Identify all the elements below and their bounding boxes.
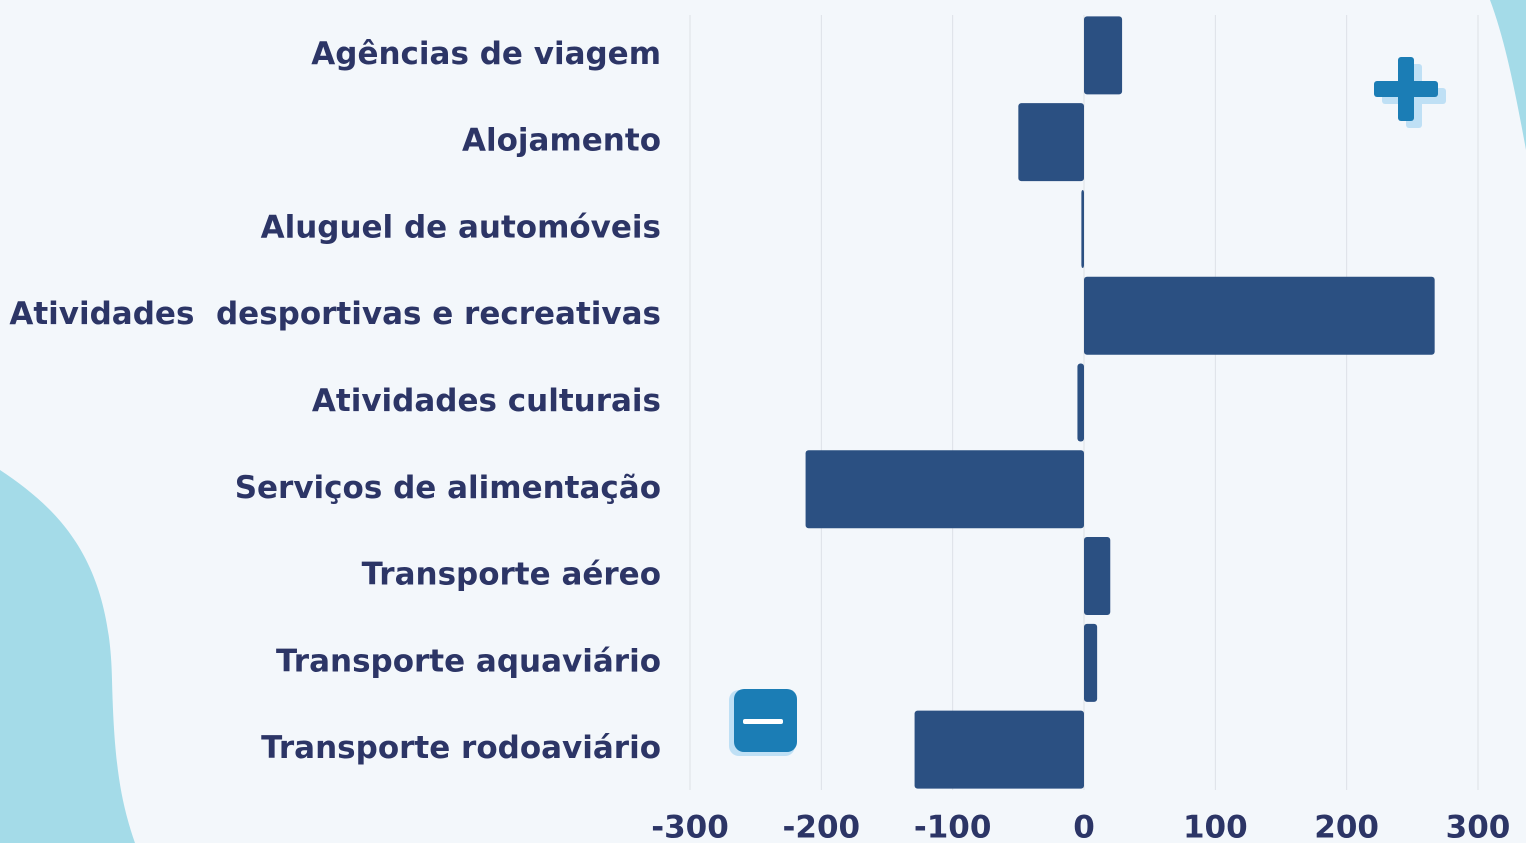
x-tick-label: -300 xyxy=(651,810,729,843)
decor-blob xyxy=(0,470,135,843)
y-tick-label: Serviços de alimentação xyxy=(235,470,661,506)
y-tick-label: Atividades culturais xyxy=(312,383,661,419)
bar xyxy=(1084,16,1123,95)
x-tick-label: -200 xyxy=(783,810,861,843)
bar xyxy=(1077,363,1084,442)
bar xyxy=(1084,537,1111,616)
y-tick-label: Atividades desportivas e recreativas xyxy=(9,296,661,332)
y-tick-label: Transporte aéreo xyxy=(362,557,661,593)
y-tick-label: Agências de viagem xyxy=(311,36,661,72)
bar xyxy=(805,450,1084,529)
y-tick-label: Alojamento xyxy=(462,123,661,159)
bar xyxy=(1084,623,1098,702)
bar xyxy=(1018,103,1084,182)
bar xyxy=(1081,189,1084,268)
x-tick-label: 200 xyxy=(1314,810,1379,843)
x-tick-label: 0 xyxy=(1073,810,1095,843)
y-tick-label: Transporte aquaviário xyxy=(276,643,661,679)
bar xyxy=(914,710,1084,789)
plot: -300 -200 -100 0 100 200 300 Agências de viagem… xyxy=(9,15,1510,843)
x-tick-label: 300 xyxy=(1446,810,1511,843)
decor-blob xyxy=(1490,0,1526,150)
y-tick-label: Transporte rodoaviário xyxy=(261,730,661,766)
plus-icon xyxy=(1374,57,1446,128)
x-tick-label: -100 xyxy=(914,810,992,843)
x-tick-label: 100 xyxy=(1183,810,1248,843)
minus-icon xyxy=(729,689,797,756)
y-tick-label: Aluguel de automóveis xyxy=(261,209,661,245)
bar xyxy=(1084,276,1435,355)
